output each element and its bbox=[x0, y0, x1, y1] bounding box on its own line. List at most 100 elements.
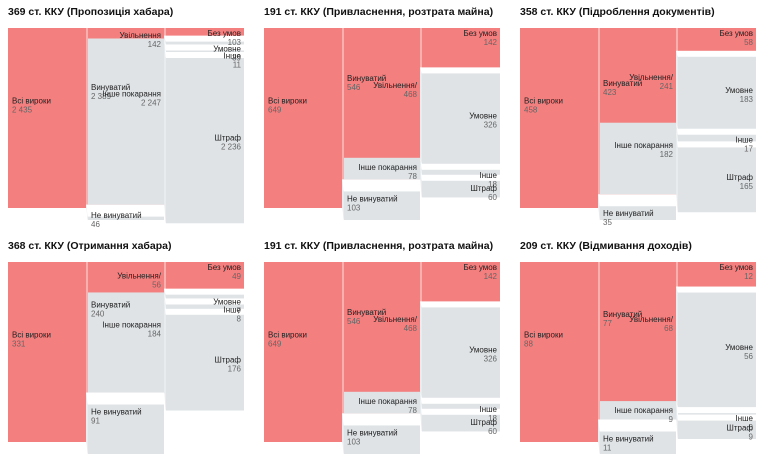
node-label-released: Увільнення/ bbox=[373, 81, 418, 90]
node-value-notguilty: 103 bbox=[347, 203, 361, 212]
node-label-fine: Штраф bbox=[215, 134, 242, 143]
node-value-released: 468 bbox=[404, 90, 418, 99]
sankey-node-cond bbox=[422, 73, 500, 164]
sankey-node-cond bbox=[166, 294, 244, 299]
node-value-released: 468 bbox=[404, 324, 418, 333]
sankey-panel-358: 358 ст. ККУ (Підроблення документів) Всі… bbox=[520, 6, 762, 232]
node-label-other: Інше покарання bbox=[358, 163, 417, 172]
node-label-released: Увільнення/ bbox=[629, 315, 674, 324]
node-label-other: Інше покарання bbox=[358, 397, 417, 406]
node-label-all: Всі вироки bbox=[524, 97, 563, 106]
sankey-node-all bbox=[520, 262, 598, 442]
node-value-other: 9 bbox=[669, 415, 674, 424]
link-all-guilty bbox=[598, 28, 600, 195]
sankey-node-oth bbox=[166, 50, 244, 52]
node-label-released: Увільнення/ bbox=[629, 73, 674, 82]
link-other-fine bbox=[164, 296, 166, 411]
node-label-cond: Умовне bbox=[725, 86, 753, 95]
sankey-node-notguilty bbox=[344, 191, 420, 220]
sankey-node-notguilty bbox=[88, 216, 164, 220]
link-all-guilty bbox=[86, 262, 88, 393]
link-released-cond bbox=[164, 288, 166, 299]
sankey-node-all bbox=[8, 28, 86, 208]
node-label-oth: Інше bbox=[223, 51, 241, 60]
node-label-all: Всі вироки bbox=[12, 331, 51, 340]
sankey-node-notguilty bbox=[344, 425, 420, 454]
sankey-node-fine bbox=[422, 414, 500, 432]
sankey-node-notguilty bbox=[600, 206, 676, 220]
node-value-released: 56 bbox=[152, 281, 161, 290]
chart-title: 368 ст. ККУ (Отримання хабара) bbox=[8, 240, 172, 252]
node-value-real: 12 bbox=[744, 272, 753, 281]
sankey-node-released bbox=[344, 28, 420, 158]
node-value-all: 649 bbox=[268, 106, 282, 115]
node-label-real: Без умов bbox=[719, 29, 753, 38]
node-label-real: Без умов bbox=[463, 263, 497, 272]
sankey-node-other bbox=[88, 38, 164, 205]
node-label-oth: Інше bbox=[223, 305, 241, 314]
node-label-oth: Інше bbox=[479, 171, 497, 180]
node-label-released: Увільнення bbox=[119, 31, 161, 40]
link-other-oth bbox=[164, 38, 166, 52]
sankey-node-other bbox=[344, 391, 420, 414]
node-label-other: Інше покарання bbox=[102, 90, 161, 99]
node-value-other: 78 bbox=[408, 406, 417, 415]
node-value-other: 2 247 bbox=[141, 99, 162, 108]
node-value-released: 241 bbox=[660, 82, 674, 91]
node-value-guilty: 423 bbox=[603, 88, 617, 97]
node-value-all: 331 bbox=[12, 340, 26, 349]
node-label-notguilty: Не винуватий bbox=[347, 428, 398, 437]
sankey-node-all bbox=[264, 262, 342, 442]
link-other-oth bbox=[164, 292, 166, 309]
node-label-cond: Умовне bbox=[725, 343, 753, 352]
link-other-oth bbox=[676, 122, 678, 142]
link-all-notguilty bbox=[598, 419, 600, 454]
node-label-fine: Штраф bbox=[727, 424, 754, 433]
chart-title: 191 ст. ККУ (Привласнення, розтрата майн… bbox=[264, 240, 494, 252]
node-label-all: Всі вироки bbox=[12, 97, 51, 106]
sankey-node-released bbox=[88, 262, 164, 293]
sankey-node-all bbox=[8, 262, 86, 442]
link-released-cond bbox=[164, 35, 166, 45]
link-all-notguilty bbox=[86, 204, 88, 220]
node-label-cond: Умовне bbox=[213, 298, 241, 307]
sankey-node-released bbox=[600, 262, 676, 402]
sankey-node-all bbox=[264, 28, 342, 208]
link-other-fine bbox=[676, 401, 678, 439]
node-value-cond: 326 bbox=[484, 355, 498, 364]
sankey-node-all bbox=[520, 28, 598, 208]
sankey-node-oth bbox=[166, 304, 244, 309]
node-label-other: Інше покарання bbox=[614, 406, 673, 415]
node-value-real: 142 bbox=[484, 38, 498, 47]
link-released-cond bbox=[420, 67, 422, 164]
sankey-node-real bbox=[678, 262, 756, 287]
sankey-node-cond bbox=[422, 307, 500, 398]
chart-title: 209 ст. ККУ (Відмивання доходів) bbox=[520, 240, 692, 252]
node-value-fine: 2 236 bbox=[221, 143, 242, 152]
sankey-nodes bbox=[8, 262, 244, 454]
link-other-fine bbox=[420, 162, 422, 198]
sankey-nodes bbox=[520, 262, 756, 454]
node-value-fine: 9 bbox=[749, 433, 754, 442]
node-value-oth: 8 bbox=[237, 314, 242, 323]
node-label-cond: Умовне bbox=[469, 112, 497, 121]
chart-title: 358 ст. ККУ (Підроблення документів) bbox=[520, 6, 715, 18]
node-label-notguilty: Не винуватий bbox=[347, 194, 398, 203]
node-value-released: 142 bbox=[148, 40, 162, 49]
sankey-node-oth bbox=[422, 403, 500, 409]
sankey-node-cond bbox=[678, 292, 756, 408]
link-all-notguilty bbox=[598, 194, 600, 220]
node-label-all: Всі вироки bbox=[268, 97, 307, 106]
sankey-node-notguilty bbox=[600, 431, 676, 454]
node-value-notguilty: 46 bbox=[91, 220, 100, 229]
node-value-guilty: 240 bbox=[91, 310, 105, 319]
link-other-oth bbox=[420, 391, 422, 409]
node-label-guilty: Винуватий bbox=[347, 308, 386, 317]
